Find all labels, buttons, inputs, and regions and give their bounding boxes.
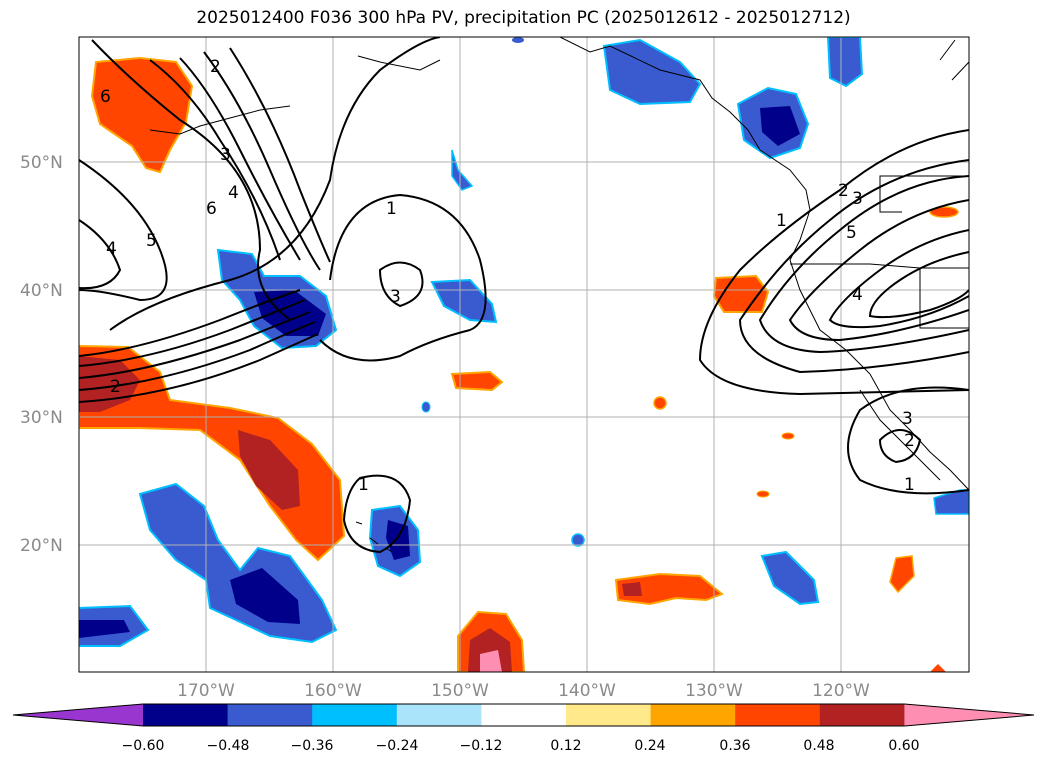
colorbar-tick-label: 0.24 <box>634 738 665 754</box>
contour-labels: 2 3 4 6 5 4 6 1 3 2 1 2 3 5 4 3 2 1 1 <box>100 57 915 495</box>
contour-label: 5 <box>146 231 157 251</box>
lat-label: 30°N <box>20 408 63 428</box>
contour-label: 2 <box>904 431 915 451</box>
contour-label: 4 <box>228 183 239 203</box>
contour-label: 3 <box>902 409 913 429</box>
colorbar-swatch <box>650 704 736 726</box>
lon-label: 130°W <box>685 681 743 701</box>
contour-label: 2 <box>838 181 849 201</box>
lat-label: 20°N <box>20 536 63 556</box>
contour-label: 1 <box>776 211 787 231</box>
lon-label: 160°W <box>304 681 362 701</box>
grid-lines <box>79 37 969 672</box>
map-area: 2 3 4 6 5 4 6 1 3 2 1 2 3 5 4 3 2 1 1 <box>79 37 969 672</box>
colorbar-outline <box>12 703 1035 727</box>
colorbar-tick-labels: −0.60 −0.48 −0.36 −0.24 −0.12 0.12 0.24 … <box>122 738 920 754</box>
contour-label: 3 <box>852 189 863 209</box>
contour-label: 5 <box>846 223 857 243</box>
colorbar-extend-low <box>13 704 143 726</box>
lat-labels: 50°N 40°N 30°N 20°N <box>20 153 63 556</box>
colorbar-tick-label: 0.36 <box>719 738 750 754</box>
colorbar-tick-label: −0.60 <box>122 738 165 754</box>
colorbar-swatch <box>735 704 821 726</box>
precip-fields <box>79 37 969 672</box>
colorbar-tick-label: 0.48 <box>803 738 834 754</box>
contour-label: 2 <box>110 377 121 397</box>
contour-label: 1 <box>386 199 397 219</box>
lon-labels: 170°W 160°W 150°W 140°W 130°W 120°W <box>177 681 870 701</box>
contour-label: 2 <box>210 57 221 77</box>
map-title: 2025012400 F036 300 hPa PV, precipitatio… <box>196 8 851 28</box>
colorbar-swatch <box>143 704 229 726</box>
colorbar-tick-label: 0.60 <box>888 738 919 754</box>
contour-label: 4 <box>106 239 117 259</box>
contour-label: 4 <box>852 285 863 305</box>
colorbar-swatch <box>227 704 313 726</box>
colorbar-tick-label: 0.12 <box>550 738 581 754</box>
colorbar-swatch <box>819 704 905 726</box>
contour-label: 3 <box>390 287 401 307</box>
colorbar-tick-label: −0.36 <box>291 738 334 754</box>
colorbar-swatch <box>481 704 567 726</box>
lon-label: 170°W <box>177 681 235 701</box>
contour-label: 6 <box>206 199 217 219</box>
lon-label: 120°W <box>812 681 870 701</box>
map-frame <box>78 36 970 673</box>
lon-label: 140°W <box>558 681 616 701</box>
contour-label: 6 <box>100 87 111 107</box>
colorbar-swatch <box>312 704 398 726</box>
colorbar-tick-label: −0.24 <box>376 738 419 754</box>
lon-label: 150°W <box>431 681 489 701</box>
colorbar <box>12 703 1035 727</box>
colorbar-tick-label: −0.48 <box>207 738 250 754</box>
colorbar-extend-high <box>904 704 1034 726</box>
colorbar-swatch <box>396 704 482 726</box>
colorbar-tick-label: −0.12 <box>460 738 503 754</box>
lat-label: 50°N <box>20 153 63 173</box>
contour-label: 1 <box>358 475 369 495</box>
contour-label: 1 <box>904 475 915 495</box>
contour-label: 3 <box>220 145 231 165</box>
lat-label: 40°N <box>20 281 63 301</box>
colorbar-swatch <box>566 704 652 726</box>
pv-contours <box>79 37 969 554</box>
